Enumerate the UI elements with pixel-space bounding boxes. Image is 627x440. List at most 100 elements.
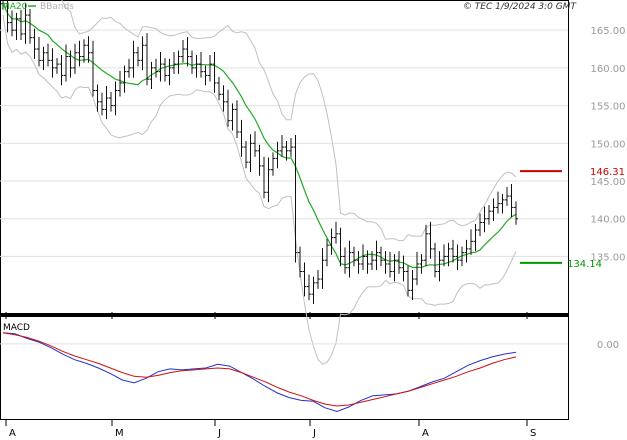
ohlc-bar xyxy=(185,36,190,67)
ohlc-bar xyxy=(505,187,509,206)
ohlc-bar xyxy=(28,9,32,44)
ohlc-bar xyxy=(469,229,473,255)
ohlc-bar xyxy=(397,251,401,274)
x-tick-label: M xyxy=(115,428,124,439)
ohlc-bar xyxy=(343,247,347,274)
ohlc-bar xyxy=(5,0,10,33)
y-tick-label: 135.00 xyxy=(591,252,626,263)
ohlc-bar xyxy=(473,224,478,252)
ohlc-bar xyxy=(109,92,113,112)
y-tick-label: 160.00 xyxy=(591,64,626,75)
ohlc-bar xyxy=(37,36,41,67)
ohlc-bar xyxy=(172,52,176,74)
ohlc-bar xyxy=(194,55,199,78)
ohlc-bar xyxy=(239,119,244,157)
ohlc-bar xyxy=(320,248,325,289)
ohlc-bar xyxy=(64,44,68,82)
ohlc-bar xyxy=(392,254,397,282)
ohlc-bar xyxy=(86,36,91,63)
x-tick-label: J xyxy=(217,428,221,439)
support-resistance-levels: 146.31 134.14 xyxy=(520,167,625,270)
ohlc-bar xyxy=(199,52,203,78)
ohlc-bar xyxy=(446,242,451,267)
ohlc-bar xyxy=(302,262,307,297)
ohlc-bar xyxy=(163,58,167,82)
ohlc-bar xyxy=(41,46,46,71)
ohlc-bar xyxy=(248,134,253,172)
ohlc-bar xyxy=(437,251,442,282)
ohlc-bar xyxy=(410,270,415,301)
ohlc-bar xyxy=(77,40,82,67)
ohlc-bar xyxy=(32,28,37,59)
ohlc-bar xyxy=(311,276,316,304)
x-tick-label: J xyxy=(312,428,316,439)
ohlc-bar xyxy=(149,61,154,89)
ohlc-bar xyxy=(406,265,410,297)
ohlc-bar xyxy=(244,141,248,169)
macd-line xyxy=(2,332,517,413)
ohlc-bar xyxy=(455,244,460,271)
macd-panel-frame xyxy=(0,316,569,420)
ohlc-bar xyxy=(482,206,487,233)
ohlc-bar xyxy=(55,58,59,74)
ohlc-bar xyxy=(361,244,365,271)
x-tick-label: A xyxy=(422,428,429,439)
ohlc-bar xyxy=(433,242,437,278)
legend-ma20: MA20 xyxy=(2,2,28,12)
ohlc-bar xyxy=(325,239,329,267)
ohlc-bar xyxy=(478,213,482,237)
ohlc-bar xyxy=(329,228,334,255)
bband-lower xyxy=(2,15,517,365)
ohlc-bar xyxy=(388,251,392,278)
macd-title: MACD xyxy=(3,323,30,333)
ohlc-bar xyxy=(140,36,145,71)
ohlc-bar xyxy=(190,50,194,74)
y-tick-label: 145.00 xyxy=(591,177,626,188)
ohlc-bar xyxy=(428,221,433,259)
ohlc-bar xyxy=(181,39,185,63)
ohlc-bar xyxy=(257,144,262,176)
copyright: © TEC 1/9/2024 3:0 GMT xyxy=(463,2,578,12)
macd-lines: 0.00 xyxy=(0,332,619,413)
ohlc-bar xyxy=(19,9,23,40)
ohlc-bar xyxy=(145,33,149,86)
ohlc-bar xyxy=(221,85,226,112)
ohlc-bar xyxy=(316,270,320,289)
support-label: 134.14 xyxy=(567,259,602,270)
ohlc-bar xyxy=(284,141,289,161)
ohlc-bar xyxy=(379,246,383,267)
ohlc-bar xyxy=(91,40,95,97)
y-tick-label: 165.00 xyxy=(591,26,626,37)
ohlc-bar xyxy=(514,201,518,225)
ohlc-bar xyxy=(73,43,77,74)
ohlc-bar xyxy=(50,48,55,78)
macd-y-tick-label: 0.00 xyxy=(597,340,619,351)
ohlc-bar xyxy=(347,240,352,278)
ohlc-bar xyxy=(208,55,212,82)
ohlc-bar xyxy=(203,65,208,86)
ohlc-bar xyxy=(491,198,496,221)
ohlc-bar xyxy=(262,156,266,199)
ohlc-bar xyxy=(118,70,122,97)
ohlc-bar xyxy=(356,251,361,274)
ohlc-bar xyxy=(500,193,505,214)
ohlc-bar xyxy=(307,274,311,301)
ohlc-bar xyxy=(275,141,280,169)
ohlc-bar xyxy=(46,43,50,67)
ohlc-bar xyxy=(136,46,140,67)
ohlc-bar xyxy=(370,251,374,271)
ohlc-bar xyxy=(104,85,109,120)
ohlc-bar xyxy=(496,191,500,214)
ohlc-bar xyxy=(217,76,221,101)
y-tick-labels: 165.00 160.00 155.00 150.00 145.00 140.00 135.… xyxy=(591,26,626,263)
ohlc-bar xyxy=(464,239,469,263)
ohlc-bar xyxy=(122,65,127,93)
ohlc-bar xyxy=(334,221,338,244)
ohlc-bar xyxy=(271,152,275,176)
y-tick-label: 140.00 xyxy=(591,215,626,226)
ohlc-bar xyxy=(10,10,14,37)
ohlc-bar xyxy=(415,251,419,286)
ohlc-bar xyxy=(226,89,230,127)
